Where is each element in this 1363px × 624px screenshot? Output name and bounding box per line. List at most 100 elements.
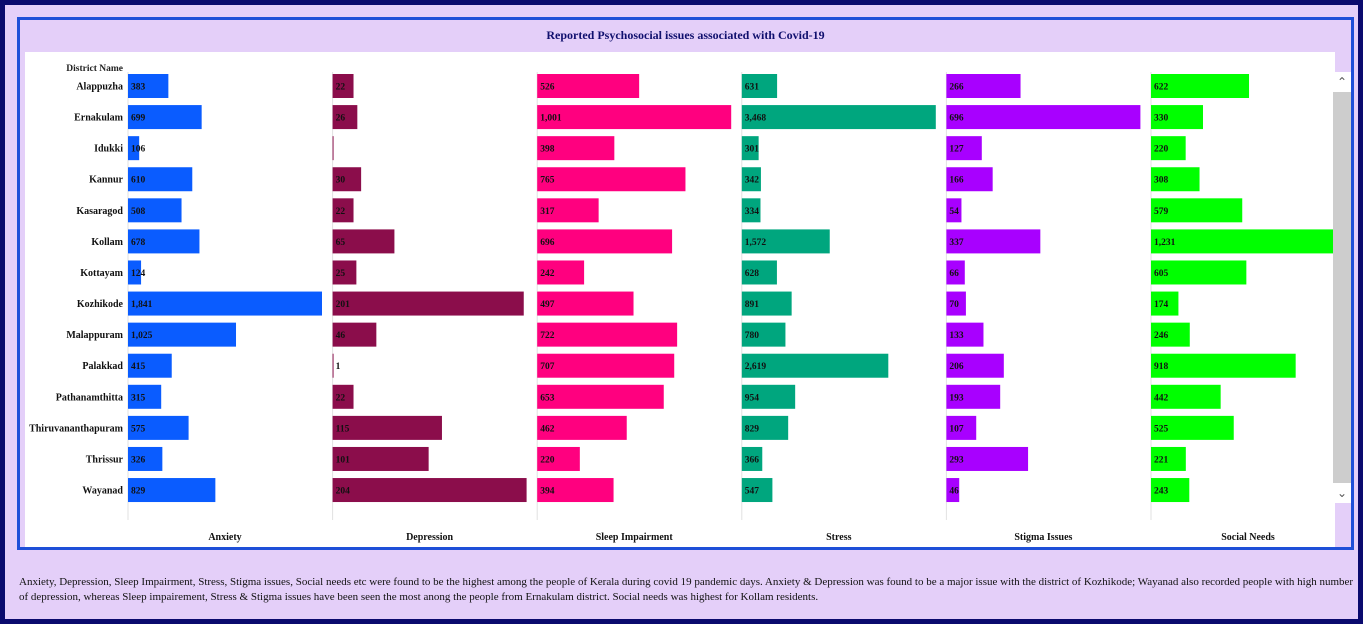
district-label: Pathanamthitta	[56, 392, 123, 403]
data-label: 829	[745, 424, 760, 434]
data-label: 133	[949, 331, 964, 341]
bar	[741, 136, 759, 161]
data-label: 415	[131, 362, 146, 372]
data-label: 54	[949, 207, 959, 217]
data-label: 70	[949, 300, 959, 310]
bar	[128, 415, 189, 440]
data-label: 699	[131, 114, 146, 124]
data-label: 605	[1154, 269, 1169, 279]
data-label: 246	[1154, 331, 1169, 341]
data-label: 65	[336, 238, 346, 248]
data-label: 46	[949, 487, 959, 497]
bar	[332, 415, 442, 440]
bar	[332, 105, 358, 130]
data-label: 220	[540, 455, 555, 465]
data-label: 22	[336, 393, 346, 403]
data-label: 1,001	[540, 114, 562, 124]
bar	[741, 415, 789, 440]
bar	[128, 291, 322, 316]
scrollbar-thumb[interactable]	[1333, 92, 1351, 483]
data-label: 508	[131, 207, 146, 217]
bar	[128, 446, 163, 471]
bar	[741, 353, 889, 378]
bar	[1151, 446, 1186, 471]
data-label: 315	[131, 393, 146, 403]
data-label: 462	[540, 424, 555, 434]
bar	[946, 136, 982, 161]
bar	[128, 105, 202, 130]
bar	[128, 136, 140, 161]
bar	[741, 322, 786, 347]
bar	[537, 353, 675, 378]
bar	[128, 167, 193, 192]
bar	[332, 136, 334, 161]
data-label: 166	[949, 176, 964, 186]
data-label: 526	[540, 83, 555, 93]
data-label: 308	[1154, 176, 1169, 186]
scroll-up-icon[interactable]: ⌃	[1336, 75, 1348, 89]
data-label: 366	[745, 455, 760, 465]
data-label: 653	[540, 393, 555, 403]
data-label: 334	[745, 207, 760, 217]
bar	[128, 198, 182, 223]
scroll-down-icon[interactable]: ⌄	[1336, 486, 1348, 500]
data-label: 442	[1154, 393, 1169, 403]
bar	[946, 74, 1021, 98]
bar	[332, 322, 377, 347]
data-label: 22	[336, 83, 346, 93]
bar	[332, 384, 354, 409]
data-label: 107	[949, 424, 964, 434]
vertical-scrollbar[interactable]: ⌃ ⌄	[1333, 72, 1351, 503]
district-label: Kottayam	[80, 268, 123, 279]
bar	[946, 353, 1004, 378]
data-label: 394	[540, 487, 555, 497]
bar	[741, 384, 796, 409]
bar	[332, 198, 354, 223]
bar	[332, 291, 524, 316]
bar	[537, 322, 678, 347]
bar	[946, 384, 1001, 409]
data-label: 201	[336, 300, 351, 310]
district-label: Kannur	[89, 175, 123, 186]
bar	[1151, 229, 1345, 254]
district-label: Malappuram	[66, 330, 123, 341]
bar	[537, 415, 627, 440]
data-label: 918	[1154, 362, 1169, 372]
data-label: 631	[745, 83, 760, 93]
district-label: Kollam	[91, 237, 123, 248]
data-label: 383	[131, 83, 146, 93]
bar	[946, 415, 977, 440]
district-label: Kasaragod	[76, 206, 123, 217]
bar	[128, 260, 142, 285]
data-label: 106	[131, 145, 146, 155]
chart-title: Reported Psychosocial issues associated …	[546, 28, 825, 42]
bar	[332, 478, 527, 503]
data-label: 765	[540, 176, 555, 186]
data-label: 26	[336, 114, 346, 124]
bar	[128, 353, 172, 378]
bar	[1151, 415, 1234, 440]
series-name-label: Stress	[826, 532, 851, 543]
bar	[741, 74, 778, 98]
series-name-label: Anxiety	[208, 532, 241, 543]
data-label: 954	[745, 393, 760, 403]
bar	[537, 105, 732, 130]
bar	[946, 291, 966, 316]
bar	[741, 229, 830, 254]
data-label: 547	[745, 487, 760, 497]
data-label: 2,619	[745, 362, 767, 372]
bar-chart-svg: District Name Alappuzha Ernakulam Idukki Kan…	[29, 64, 1345, 543]
bar	[332, 260, 357, 285]
bar	[537, 478, 614, 503]
data-label: 243	[1154, 487, 1169, 497]
series-name-label: Social Needs	[1221, 532, 1275, 543]
data-label: 326	[131, 455, 146, 465]
district-label: Alappuzha	[76, 82, 123, 93]
bar	[741, 105, 936, 130]
data-label: 206	[949, 362, 964, 372]
district-label: Ernakulam	[74, 113, 124, 124]
district-label: Wayanad	[82, 486, 123, 497]
data-label: 696	[540, 238, 555, 248]
bar	[128, 478, 216, 503]
